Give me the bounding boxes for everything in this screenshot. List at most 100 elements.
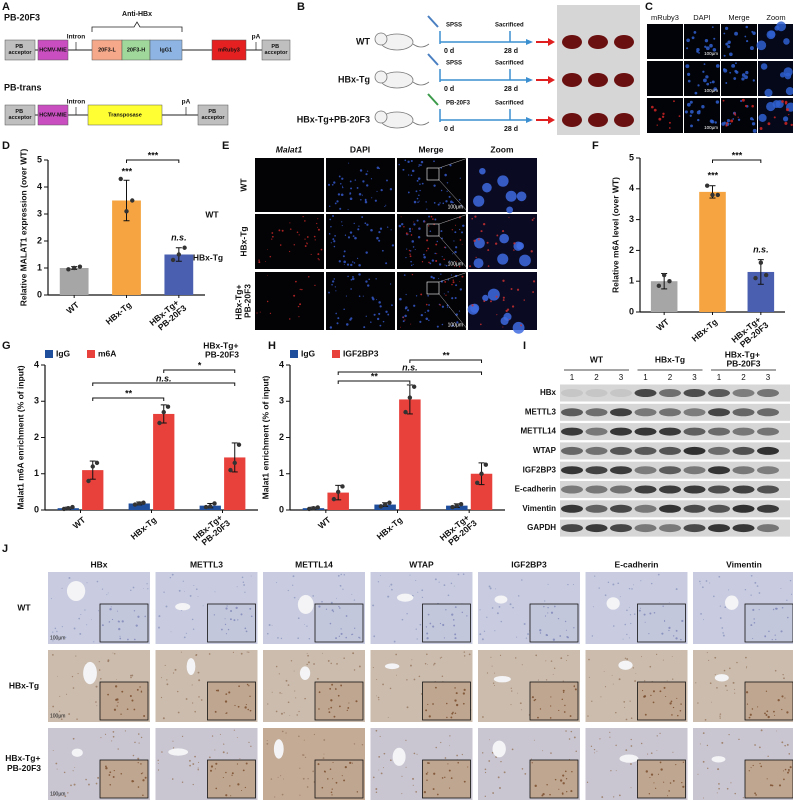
stain-dot	[454, 637, 457, 640]
stain-dot	[461, 243, 463, 245]
stain-dot	[401, 223, 404, 226]
stain-dot	[109, 771, 112, 774]
legend-swatch	[332, 350, 340, 358]
stain-dot	[612, 583, 615, 586]
time-label: 0 d	[444, 48, 454, 55]
stain-dot	[302, 216, 304, 218]
stain-dot	[404, 159, 407, 162]
stain-dot	[783, 67, 793, 77]
stain-dot	[664, 620, 666, 622]
stain-dot	[441, 256, 443, 258]
stain-dot	[649, 612, 652, 615]
stain-dot	[702, 732, 705, 735]
stain-dot	[336, 322, 339, 325]
y-tick-label: 1	[34, 468, 39, 478]
stain-dot	[225, 693, 228, 695]
stain-dot	[330, 791, 333, 794]
stain-dot	[454, 606, 457, 609]
significance-label: n.s.	[402, 362, 418, 372]
stain-dot	[502, 279, 505, 282]
stain-dot	[539, 632, 542, 634]
stain-dot	[379, 324, 382, 327]
stain-dot	[295, 697, 297, 699]
stain-dot	[135, 624, 138, 627]
stain-dot	[401, 793, 403, 795]
data-point	[66, 267, 71, 272]
stain-dot	[474, 237, 485, 249]
panel-letter: E	[222, 140, 229, 152]
stain-dot	[406, 613, 408, 615]
stain-dot	[306, 786, 309, 788]
stain-dot	[454, 265, 456, 267]
stain-dot	[523, 299, 525, 301]
stain-dot	[120, 772, 123, 775]
stain-dot	[718, 575, 721, 578]
stain-dot	[760, 729, 763, 732]
stain-dot	[166, 683, 169, 686]
stain-dot	[675, 637, 678, 640]
blot-band	[708, 389, 730, 397]
side-label: WT	[205, 209, 219, 219]
time-label: 28 d	[504, 86, 518, 93]
blot-band	[634, 408, 657, 417]
stain-dot	[713, 595, 715, 598]
stain-dot	[180, 651, 182, 653]
panel-letter: H	[268, 340, 276, 352]
stain-dot	[462, 692, 466, 695]
stain-dot	[299, 767, 301, 769]
blot-band	[561, 466, 583, 475]
stain-dot	[106, 594, 108, 596]
stain-dot	[405, 739, 407, 741]
stain-dot	[455, 703, 459, 707]
stain-dot	[495, 588, 497, 590]
stain-dot	[386, 179, 388, 182]
stain-dot	[321, 600, 323, 603]
stain-dot	[361, 216, 364, 218]
stain-dot	[161, 677, 162, 679]
stain-dot	[718, 783, 720, 785]
stain-dot	[376, 190, 378, 193]
stain-dot	[244, 786, 246, 789]
blot-band	[683, 504, 706, 513]
part-label: HCMV-MIE	[39, 47, 67, 53]
stain-dot	[727, 45, 731, 49]
endpoint-label: Sacrificed	[495, 101, 524, 107]
blot-band	[683, 446, 706, 455]
stain-dot	[789, 579, 792, 582]
stain-dot	[531, 219, 534, 221]
data-point	[315, 505, 320, 510]
stain-dot	[247, 708, 249, 711]
stain-dot	[650, 752, 653, 754]
stain-dot	[77, 673, 79, 675]
blot-band	[634, 466, 657, 475]
stain-dot	[594, 752, 596, 754]
blot-band	[708, 485, 730, 494]
stain-dot	[755, 794, 757, 796]
data-point	[170, 257, 176, 263]
stain-dot	[256, 312, 258, 314]
stain-dot	[624, 657, 627, 659]
stain-dot	[229, 618, 232, 621]
stain-dot	[162, 717, 165, 720]
stain-dot	[648, 793, 651, 795]
stain-dot	[550, 611, 554, 614]
stain-dot	[506, 206, 514, 214]
y-tick-label: 0	[629, 306, 634, 316]
stain-dot	[191, 684, 193, 686]
y-tick-label: 4	[279, 359, 284, 369]
stain-dot	[729, 122, 732, 125]
stain-dot	[194, 710, 196, 713]
stain-dot	[729, 71, 732, 74]
stain-dot	[453, 240, 455, 242]
stain-dot	[324, 771, 326, 773]
stain-dot	[686, 38, 690, 43]
lane-label: 1	[643, 373, 648, 382]
stain-dot	[542, 792, 545, 796]
stain-dot	[722, 68, 726, 71]
stain-dot	[612, 625, 615, 627]
ihc-inset	[529, 759, 579, 799]
blot-band	[683, 389, 706, 397]
stain-dot	[280, 637, 283, 640]
stain-dot	[461, 275, 464, 278]
